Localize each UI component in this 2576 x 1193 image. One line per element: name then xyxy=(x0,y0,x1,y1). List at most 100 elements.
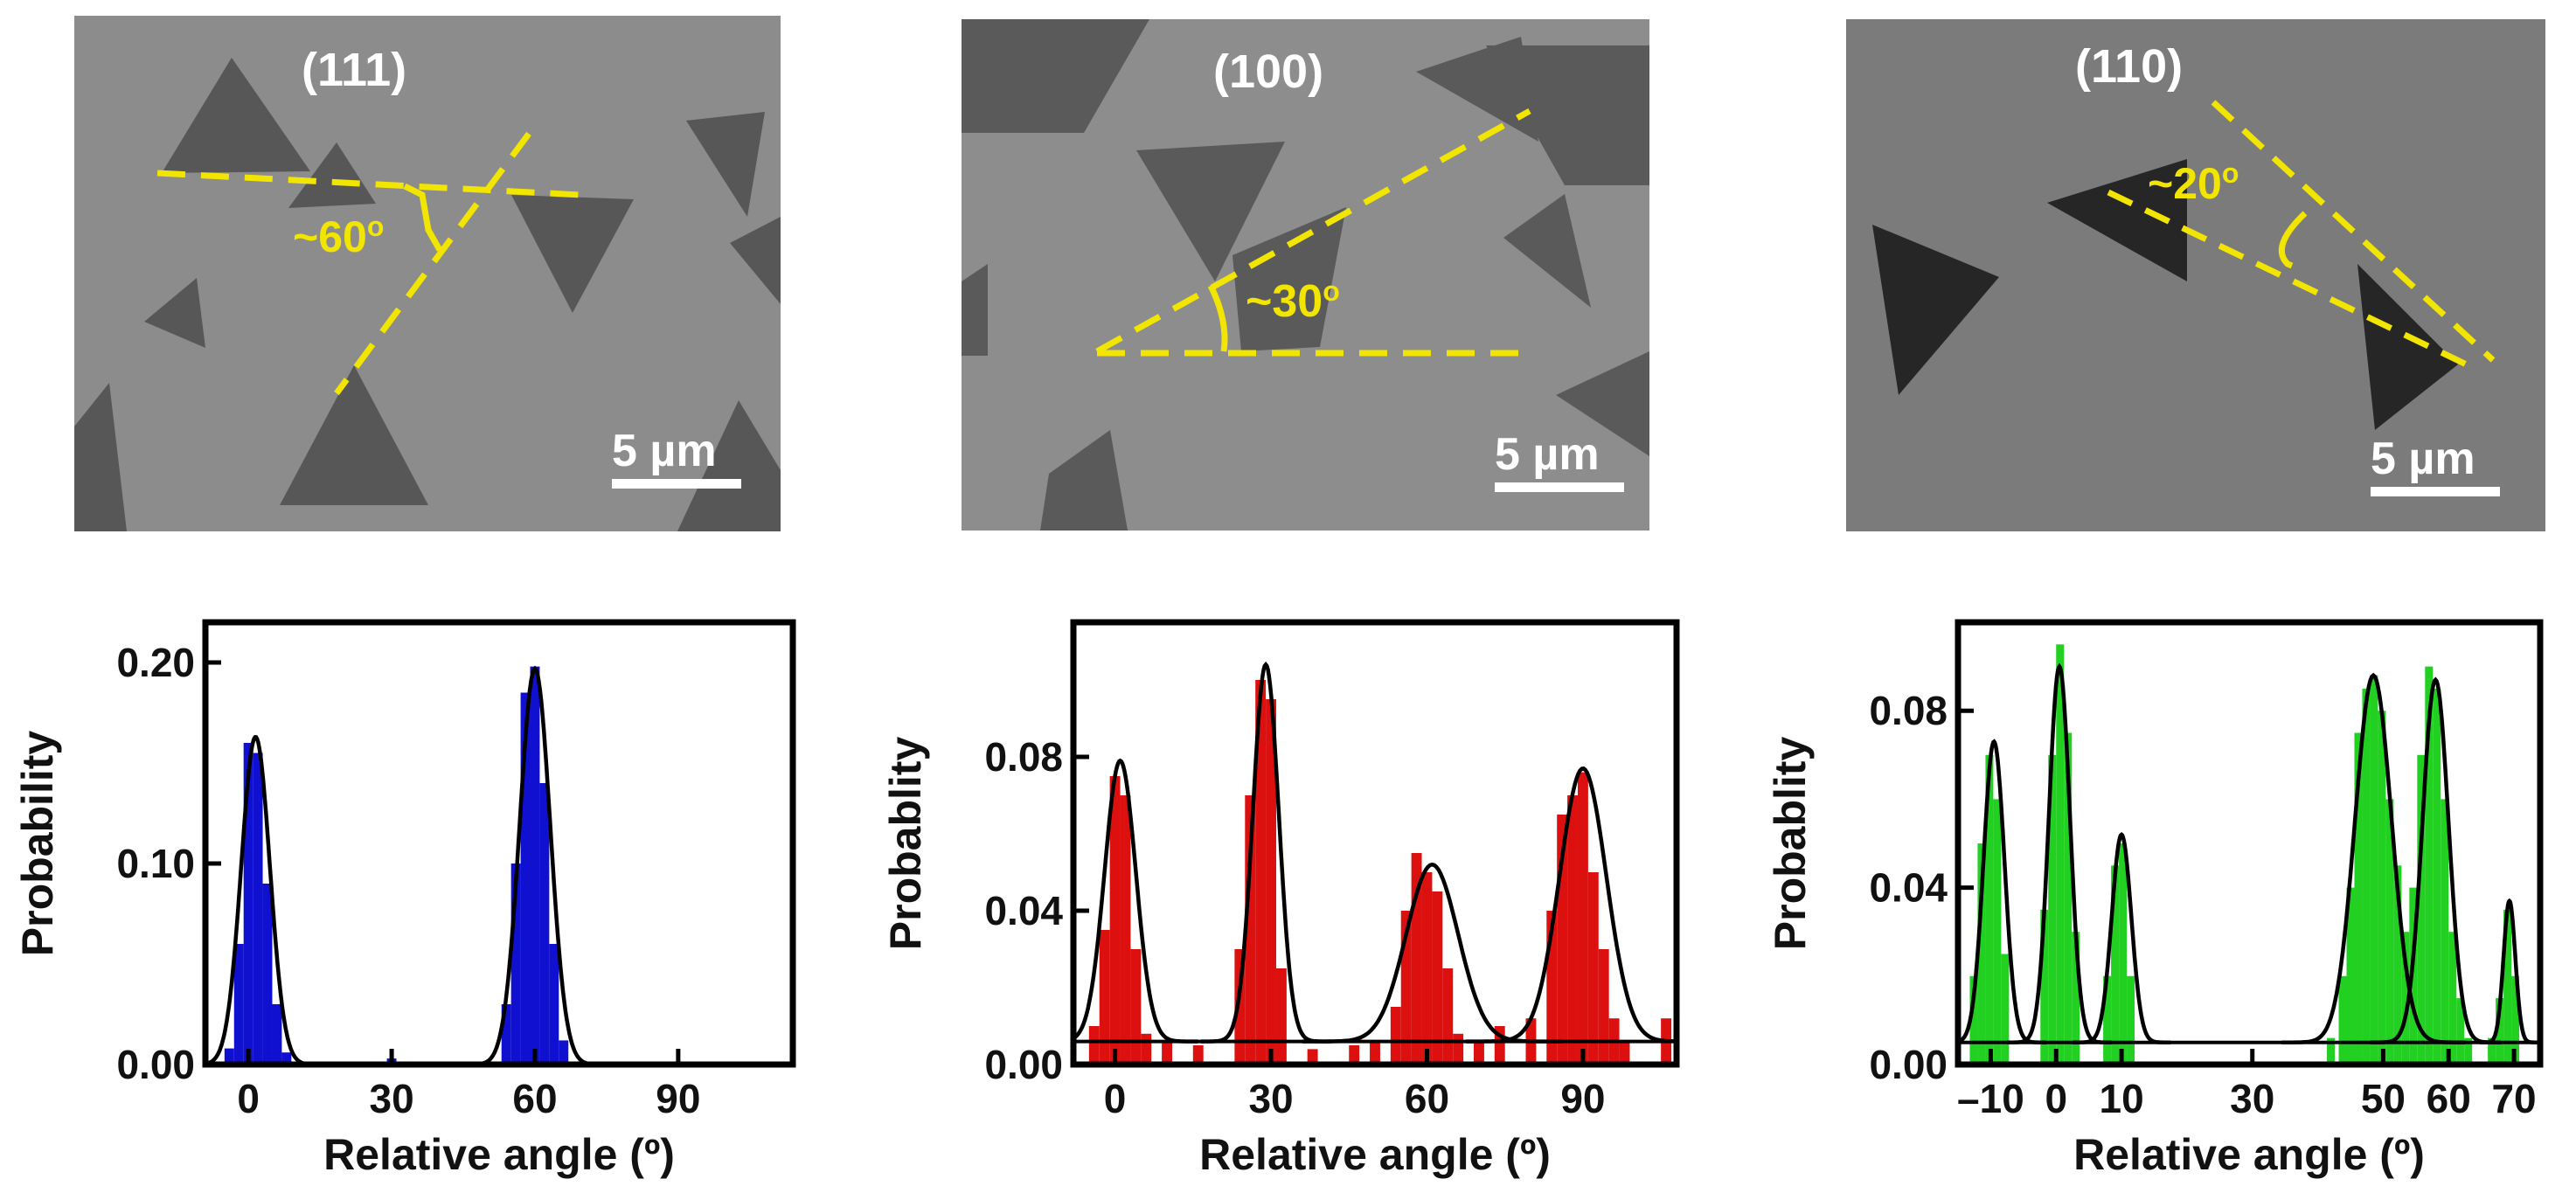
histogram-bar xyxy=(1162,1041,1173,1065)
y-tick-label: 0.04 xyxy=(1869,865,1948,911)
histogram-bar xyxy=(2362,688,2371,1065)
x-tick-label: 60 xyxy=(512,1076,557,1121)
histogram-bar xyxy=(501,1004,511,1065)
scale-label-111: 5 µm xyxy=(612,426,717,476)
scale-bar-111 xyxy=(612,479,741,489)
histogram-bar xyxy=(2119,843,2128,1065)
y-tick-label: 0.08 xyxy=(1869,688,1948,733)
histogram-bar xyxy=(2385,799,2394,1065)
histogram-bar xyxy=(2441,799,2449,1065)
histogram-bar xyxy=(2511,975,2520,1065)
histogram-bar xyxy=(1255,680,1267,1065)
histogram-bar xyxy=(1307,1049,1318,1065)
fit-curve xyxy=(2281,672,2465,1044)
histogram-bar xyxy=(233,944,244,1065)
y-tick-label: 0.04 xyxy=(984,888,1063,933)
x-axis-label: Relative angle (º) xyxy=(2073,1130,2425,1179)
x-tick-label: 30 xyxy=(2230,1076,2274,1121)
histogram-bar xyxy=(2503,909,2512,1065)
histogram-bar xyxy=(1266,699,1276,1065)
histogram-bar xyxy=(2048,754,2057,1065)
fit-curve xyxy=(1466,766,1677,1044)
x-tick-label: 50 xyxy=(2361,1076,2406,1121)
histogram-bar xyxy=(1587,872,1599,1065)
plane-label-111: (111) xyxy=(302,44,406,96)
x-tick-label: 90 xyxy=(1560,1076,1605,1121)
histogram-bar xyxy=(262,884,273,1065)
y-tick-label: 0.00 xyxy=(1869,1042,1948,1087)
histogram-bar xyxy=(253,753,263,1065)
plot-frame xyxy=(1955,619,2544,1068)
micrograph-110: (110) ~20o 5 µm xyxy=(1846,19,2545,531)
x-axis-label: Relative angle (º) xyxy=(323,1130,675,1179)
x-tick-label: 60 xyxy=(1405,1076,1449,1121)
histogram-bar xyxy=(281,1052,292,1065)
histogram-bar xyxy=(1567,795,1578,1065)
histogram-bar xyxy=(2401,932,2410,1065)
histogram-bar xyxy=(1088,1026,1100,1065)
angle-label-100: ~30o xyxy=(1246,275,1340,327)
histogram-bar xyxy=(1411,853,1422,1065)
bars xyxy=(1088,680,1672,1065)
histogram-bar xyxy=(1421,872,1433,1065)
x-tick-label: 0 xyxy=(1104,1076,1127,1121)
histogram-bar xyxy=(1120,795,1131,1065)
histogram-bar xyxy=(1494,1026,1505,1065)
fit-curve xyxy=(2480,898,2539,1044)
histogram-bar xyxy=(2448,932,2457,1065)
histogram-bar xyxy=(1275,968,1287,1065)
fit-curve xyxy=(2007,662,2112,1044)
histogram-bar xyxy=(530,666,540,1065)
y-tick-label: 0.00 xyxy=(984,1042,1063,1087)
angle-label-110: ~20o xyxy=(2148,157,2239,208)
fit-curve xyxy=(2370,676,2502,1044)
histogram-bar xyxy=(2346,887,2355,1065)
y-axis-label: Probablity xyxy=(1766,737,1815,951)
histogram-bar xyxy=(1453,1033,1464,1065)
y-tick-label: 0.00 xyxy=(116,1042,195,1087)
histogram-bar xyxy=(2370,675,2378,1065)
x-axis-label: Relative angle (º) xyxy=(1199,1130,1551,1179)
bars xyxy=(224,666,569,1065)
histogram-bar xyxy=(1442,968,1454,1065)
histogram-bar xyxy=(2064,732,2073,1065)
histogram-bar xyxy=(1370,1041,1380,1065)
x-tick-label: 30 xyxy=(369,1076,413,1121)
angle-arc-111 xyxy=(403,183,443,252)
scale-bar-110 xyxy=(2371,487,2500,496)
histogram-bar xyxy=(1474,1041,1484,1065)
x-tick-label: 0 xyxy=(2045,1076,2067,1121)
histogram-bar xyxy=(559,1040,569,1065)
histogram-bar xyxy=(1109,776,1121,1065)
histogram-110: –10 0 10 30 50 60 70 0.00 0.04 0.08 Relative angle… xyxy=(1766,619,2544,1179)
histogram-bar xyxy=(2456,998,2465,1065)
y-axis-label: Probablity xyxy=(881,737,930,951)
histogram-bar xyxy=(1099,930,1110,1065)
histogram-bar xyxy=(1985,754,1994,1065)
histogram-bar xyxy=(2425,666,2434,1065)
x-tick-label: –10 xyxy=(1957,1076,2024,1121)
histogram-bar xyxy=(1349,1045,1360,1065)
histogram-bar xyxy=(1192,1045,1204,1065)
histogram-bar xyxy=(1969,975,1978,1065)
x-tick-label: 30 xyxy=(1248,1076,1293,1121)
histogram-bar xyxy=(2127,975,2135,1065)
y-tick-label: 0.08 xyxy=(984,734,1063,780)
fit-curve xyxy=(1302,862,1563,1044)
histogram-bar xyxy=(2103,975,2112,1065)
histogram-bar xyxy=(2464,1037,2473,1065)
scale-label-100: 5 µm xyxy=(1495,429,1600,480)
histogram-bar xyxy=(1432,891,1443,1065)
histogram-bar xyxy=(2056,644,2065,1065)
scale-label-110: 5 µm xyxy=(2371,434,2475,484)
histogram-bar xyxy=(2327,1037,2336,1065)
plot-frame xyxy=(202,619,796,1068)
histogram-bar xyxy=(2496,998,2504,1065)
micrograph-111: (111) ~60o 5 µm xyxy=(74,16,781,531)
histogram-bar xyxy=(2488,1037,2496,1065)
histogram-bar xyxy=(1400,911,1412,1065)
angle-arc-110 xyxy=(2278,211,2308,269)
x-tick-label: 70 xyxy=(2491,1076,2536,1121)
histogram-bar xyxy=(1546,911,1558,1065)
fit-curve xyxy=(1072,758,1198,1044)
